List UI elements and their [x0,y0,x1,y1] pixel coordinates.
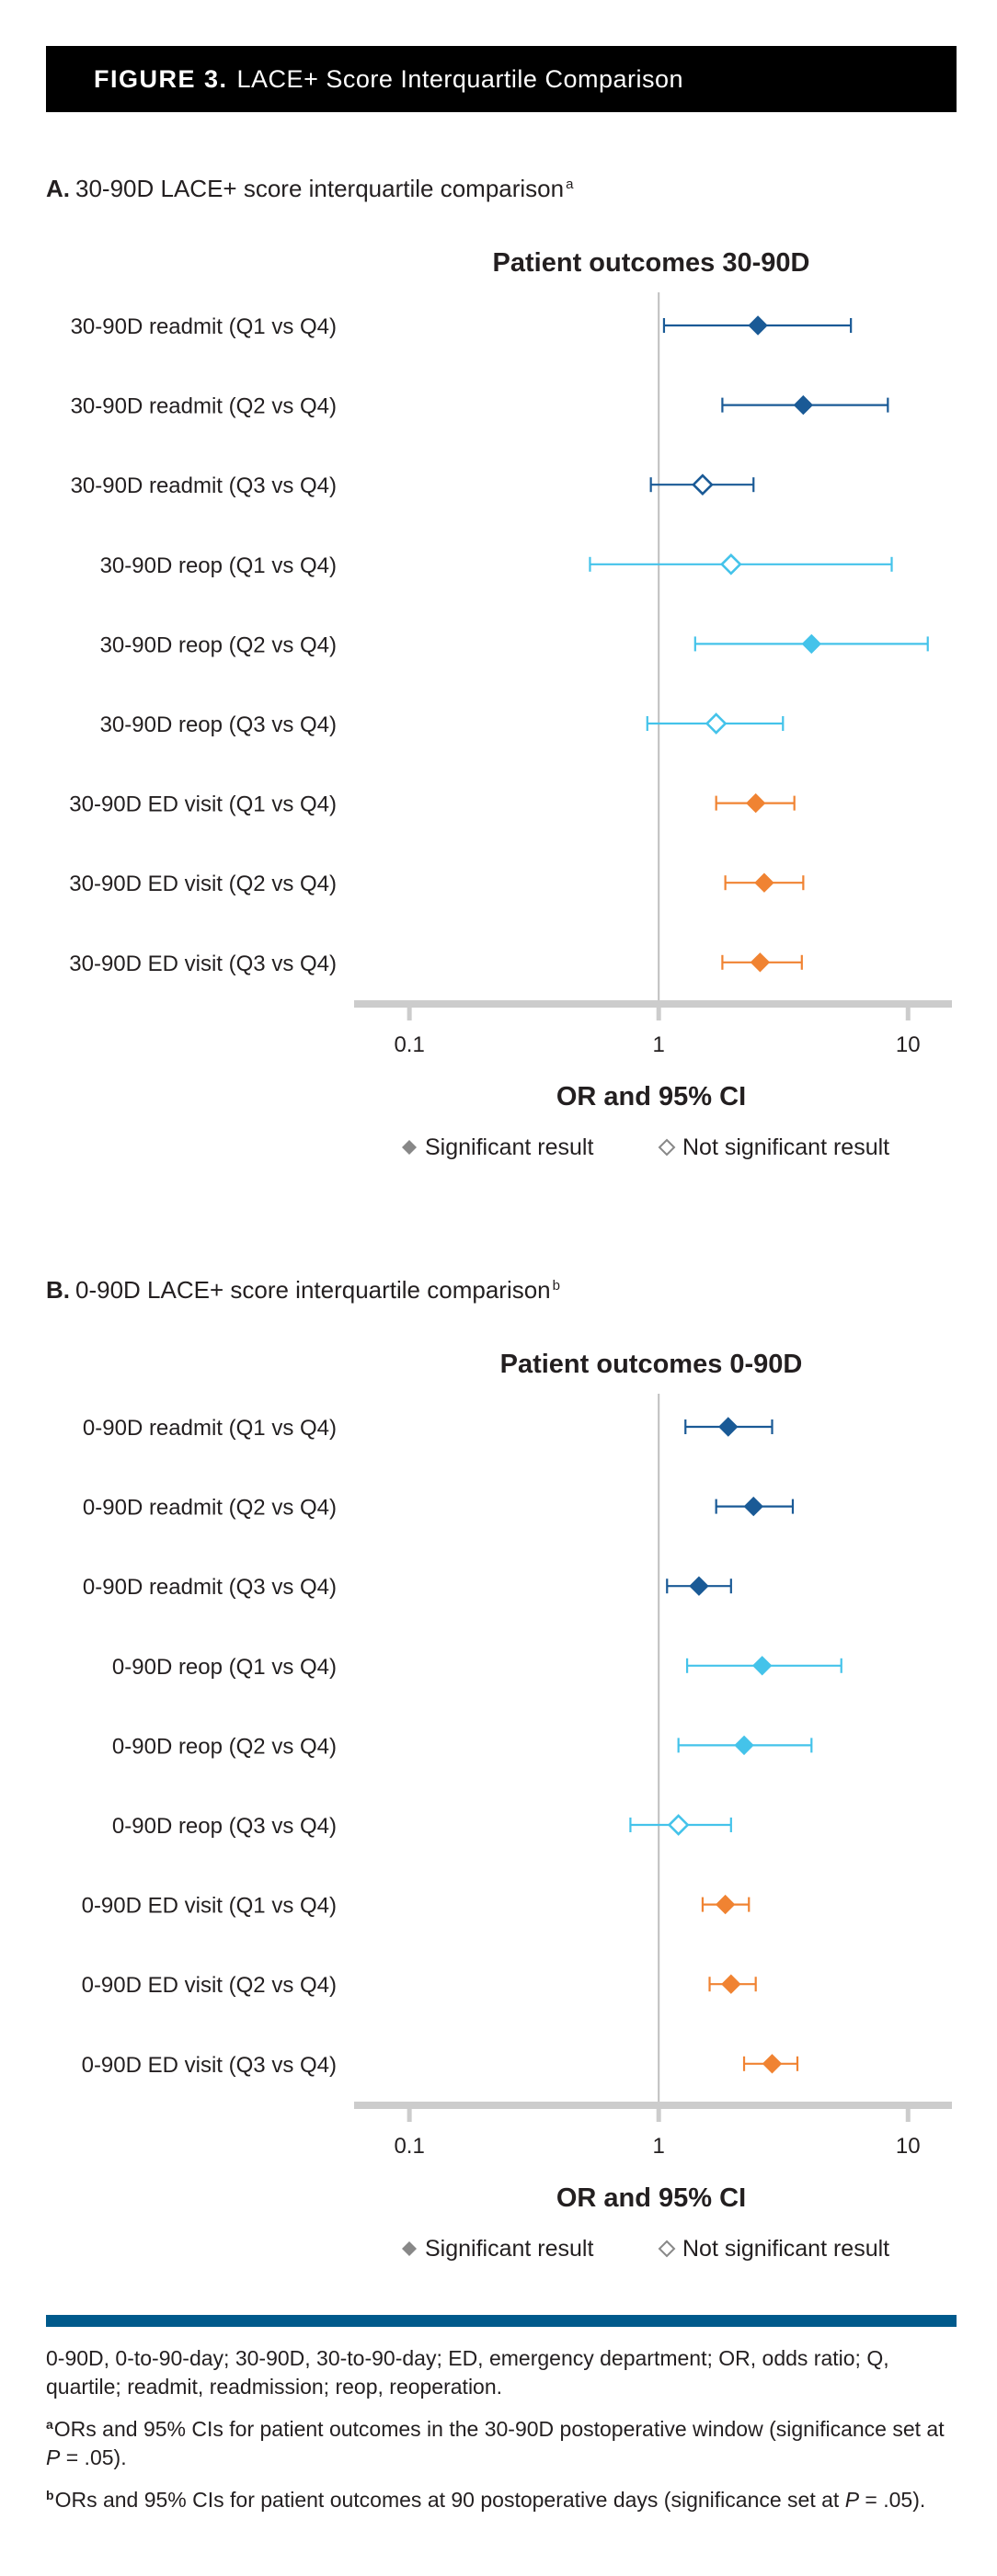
a-x-tick-label: 10 [896,1032,921,1057]
b-row-label: 0-90D ED visit (Q3 vs Q4) [82,2053,337,2078]
a-point-significant [754,872,774,893]
a-row-label: 30-90D ED visit (Q3 vs Q4) [69,952,337,976]
footnote-abbreviations: 0-90D, 0-to-90-day; 30-90D, 30-to-90-day… [46,2346,889,2399]
a-row-label: 30-90D reop (Q1 vs Q4) [100,553,337,578]
b-point-significant [715,1894,736,1915]
b-x-tick-label: 1 [653,2134,665,2159]
a-chart-title: Patient outcomes 30-90D [493,248,810,278]
b-point-significant [743,1496,763,1517]
a-legend-significant-marker [402,1140,417,1155]
a-row-label: 30-90D ED visit (Q2 vs Q4) [69,872,337,896]
footnote-b-mark: b [46,2488,54,2502]
a-x-axis-label: OR and 95% CI [556,1082,746,1111]
b-point-not-significant [667,1814,690,1836]
b-row-label: 0-90D ED visit (Q2 vs Q4) [82,1973,337,1998]
figure-title: LACE+ Score Interquartile Comparison [236,64,684,93]
b-x-tick-label: 10 [896,2134,921,2159]
a-point-significant [748,315,768,336]
b-x-tick-label: 0.1 [394,2134,424,2159]
b-point-significant [751,1656,773,1676]
a-point-significant [793,394,814,416]
a-legend-not-significant-label: Not significant result [682,1134,889,1160]
b-point-significant [762,2054,783,2074]
b-row-label: 0-90D readmit (Q2 vs Q4) [83,1496,337,1521]
a-row-label: 30-90D ED visit (Q1 vs Q4) [69,792,337,817]
b-legend-significant-label: Significant result [425,2236,593,2262]
footnote-b-text: ORs and 95% CIs for patient outcomes at … [54,2488,845,2512]
b-point-significant [734,1735,754,1756]
a-row-label: 30-90D readmit (Q1 vs Q4) [71,314,337,339]
b-x-axis-label: OR and 95% CI [556,2183,746,2213]
a-row-label: 30-90D readmit (Q2 vs Q4) [71,394,337,419]
b-row-label: 0-90D reop (Q1 vs Q4) [112,1655,337,1680]
b-point-significant [721,1974,741,1994]
panel-b-title: B. 0-90D LACE+ score interquartile compar… [46,1276,560,1305]
b-row-label: 0-90D reop (Q2 vs Q4) [112,1734,337,1759]
a-point-significant [745,792,766,814]
footnote-b: bORs and 95% CIs for patient outcomes at… [46,2481,957,2514]
a-legend-significant-label: Significant result [425,1134,593,1160]
panel-b-letter: B. [46,1276,70,1304]
b-row-label: 0-90D readmit (Q1 vs Q4) [83,1416,337,1441]
a-point-significant [801,633,822,655]
footnote-a-p: P [46,2445,61,2469]
panel-b-title-text: 0-90D LACE+ score interquartile comparis… [75,1276,551,1304]
a-x-tick-label: 1 [653,1032,665,1057]
a-legend-not-significant-marker [658,1138,676,1157]
footnotes: 0-90D, 0-to-90-day; 30-90D, 30-to-90-day… [46,2344,957,2524]
forest-plot-a: Patient outcomes 30-90D 0.1 1 10 OR and 95% … [69,248,952,1160]
panel-a-letter: A. [46,175,70,202]
footnote-b-p: P [844,2488,860,2512]
footnote-a-text: ORs and 95% CIs for patient outcomes in … [53,2417,945,2441]
b-legend-significant-marker [402,2241,417,2256]
forest-plot-b: Patient outcomes 0-90D 0.1 1 10 OR and 95% C… [82,1350,952,2262]
panel-a-footnote-mark: a [566,177,574,192]
a-row-label: 30-90D reop (Q2 vs Q4) [100,633,337,657]
b-point-significant [718,1417,739,1437]
a-x-tick-label: 0.1 [394,1032,424,1057]
figure-header: FIGURE 3. LACE+ Score Interquartile Comp… [46,46,957,112]
b-legend-not-significant-marker [658,2240,676,2258]
panel-a-title: A. 30-90D LACE+ score interquartile compa… [46,175,573,203]
b-row-label: 0-90D readmit (Q3 vs Q4) [83,1575,337,1600]
b-row-label: 0-90D ED visit (Q1 vs Q4) [82,1894,337,1919]
footnote-a-text-end: = .05). [60,2445,127,2469]
b-chart-title: Patient outcomes 0-90D [500,1350,803,1379]
a-row-label: 30-90D reop (Q3 vs Q4) [100,712,337,737]
b-legend-not-significant-label: Not significant result [682,2236,889,2262]
footnote-b-text-end: = .05). [859,2488,926,2512]
a-point-not-significant [692,473,714,496]
a-point-not-significant [719,553,742,576]
b-point-significant [689,1576,709,1596]
footnote-a: aORs and 95% CIs for patient outcomes in… [46,2411,957,2472]
footnote-a-mark: a [46,2417,53,2432]
a-row-label: 30-90D readmit (Q3 vs Q4) [71,473,337,498]
footnote-divider [46,2315,957,2327]
a-point-significant [750,952,771,973]
figure-label: FIGURE 3. [94,64,228,93]
panel-b-footnote-mark: b [552,1278,560,1294]
panel-a-title-text: 30-90D LACE+ score interquartile compari… [75,175,565,202]
a-point-not-significant [705,712,728,735]
b-row-label: 0-90D reop (Q3 vs Q4) [112,1814,337,1839]
